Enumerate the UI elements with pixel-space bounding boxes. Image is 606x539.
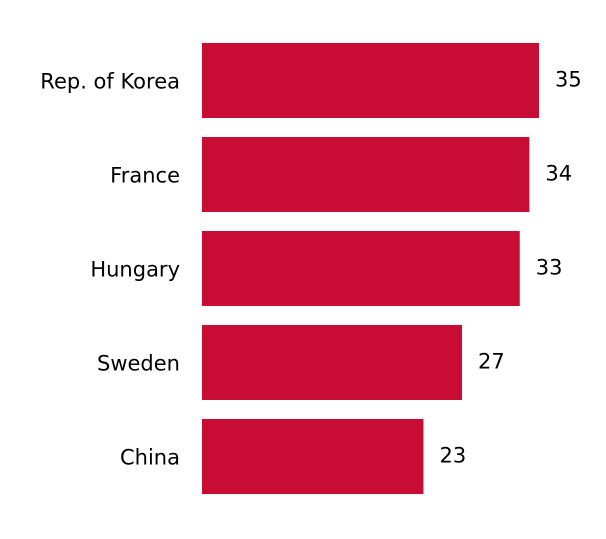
y-tick-label: Sweden — [97, 352, 180, 376]
y-tick-label: France — [110, 164, 180, 188]
bar — [202, 43, 539, 118]
value-label: 33 — [536, 256, 563, 280]
bar — [202, 325, 462, 400]
value-label: 27 — [478, 350, 505, 374]
y-tick-label: Rep. of Korea — [40, 70, 180, 94]
y-tick-label: China — [120, 446, 180, 470]
bar — [202, 137, 530, 212]
bar — [202, 231, 520, 306]
value-label: 23 — [439, 444, 466, 468]
y-tick-label: Hungary — [90, 258, 180, 282]
value-label: 35 — [555, 68, 582, 92]
bar — [202, 419, 424, 494]
value-label: 34 — [545, 162, 572, 186]
